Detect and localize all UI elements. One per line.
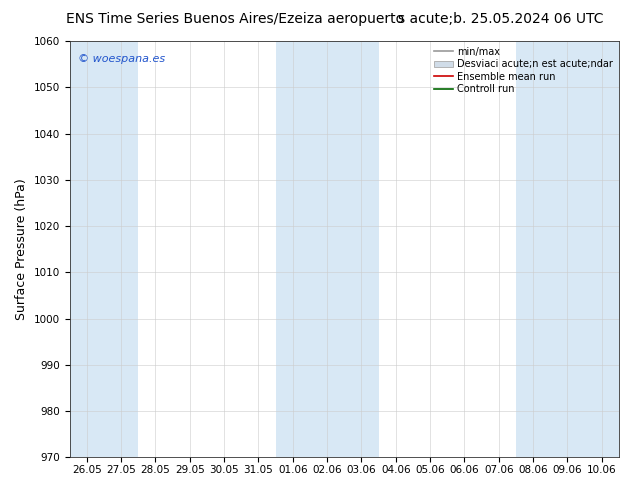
Y-axis label: Surface Pressure (hPa): Surface Pressure (hPa) xyxy=(15,178,28,320)
Bar xyxy=(310,41,344,457)
Text: © woespana.es: © woespana.es xyxy=(78,53,165,64)
Bar xyxy=(550,41,585,457)
Bar xyxy=(276,41,310,457)
Bar xyxy=(585,41,619,457)
Bar xyxy=(344,41,378,457)
Bar xyxy=(70,41,104,457)
Bar xyxy=(516,41,550,457)
Bar xyxy=(104,41,138,457)
Text: ENS Time Series Buenos Aires/Ezeiza aeropuerto: ENS Time Series Buenos Aires/Ezeiza aero… xyxy=(65,12,404,26)
Legend: min/max, Desviaci acute;n est acute;ndar, Ensemble mean run, Controll run: min/max, Desviaci acute;n est acute;ndar… xyxy=(430,43,617,98)
Text: s acute;b. 25.05.2024 06 UTC: s acute;b. 25.05.2024 06 UTC xyxy=(398,12,604,26)
